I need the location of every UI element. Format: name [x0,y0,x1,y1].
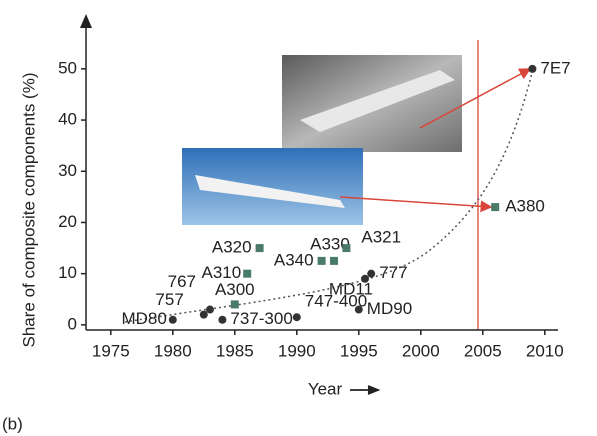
y-tick-label: 10 [58,263,77,282]
x-tick-label: 1980 [154,341,192,360]
y-axis-arrow [80,14,92,28]
photo-plane [195,175,345,208]
point [243,269,252,278]
x-tick-label: 2000 [402,341,440,360]
y-tick-label: 40 [58,110,77,129]
panel-label: (b) [2,414,23,433]
point-label: MD11 [329,279,373,298]
x-axis-arrow [350,385,381,395]
point-label: A380 [505,197,545,216]
point [528,64,537,73]
point [255,244,264,253]
y-tick-label: 30 [58,161,77,180]
x-axis-label: Year [308,379,343,398]
point [292,313,301,322]
x-tick-label: 1975 [92,341,130,360]
arrow [419,68,532,129]
point [367,269,376,278]
photo-plane [300,70,455,132]
point [491,203,500,212]
y-tick-label: 0 [68,314,77,333]
point-label: 7E7 [540,58,570,77]
point-label: A330 [310,234,350,253]
point [230,300,239,309]
y-axis-label: Share of composite components (%) [19,73,38,348]
x-tick-label: 1985 [216,341,254,360]
point [168,315,177,324]
point [218,315,227,324]
point-label: A300 [215,280,255,299]
arrow [339,196,493,213]
trend-curve [124,68,534,323]
point [206,305,214,314]
point-label: MD90 [367,299,412,318]
x-tick-label: 1990 [278,341,316,360]
point-label: A320 [212,238,252,257]
point [354,305,363,314]
x-tick-label: 2005 [464,341,502,360]
point [317,256,326,265]
point-label: 767 [168,272,196,291]
point-label: 777 [379,263,407,282]
x-tick-label: 1995 [340,341,378,360]
point-label: 757 [155,290,183,309]
point [361,274,369,283]
point-label: A321 [361,228,401,247]
point-label: A310 [201,263,241,282]
point-label: A340 [274,250,314,269]
point-label: MD80 [121,309,166,328]
y-tick-label: 20 [58,212,77,231]
y-tick-label: 50 [58,58,77,77]
point [199,310,208,319]
point-label: 747-400 [305,292,367,311]
point [342,244,351,253]
point [330,256,338,265]
point-label: 737-300 [230,309,292,328]
x-tick-label: 2010 [526,341,564,360]
